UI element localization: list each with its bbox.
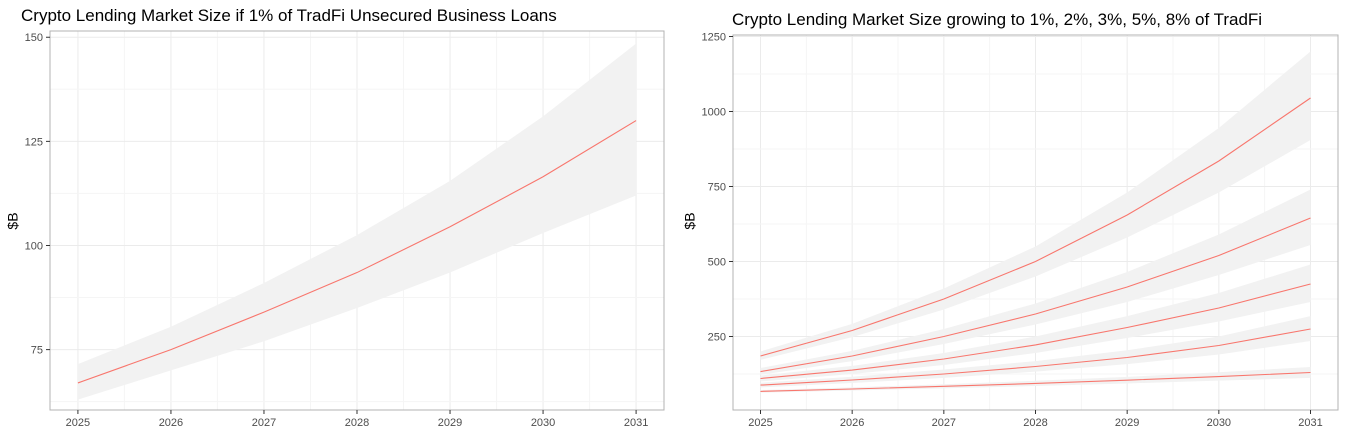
confidence-band xyxy=(760,316,1311,388)
x-tick-label: 2029 xyxy=(438,417,462,429)
confidence-band xyxy=(760,264,1311,382)
series-line xyxy=(760,371,1311,392)
series-line xyxy=(77,120,637,384)
y-tick-label: 750 xyxy=(708,182,726,194)
y-tick-label: 75 xyxy=(31,345,43,357)
y-tick-label: 100 xyxy=(25,240,43,252)
x-tick-label: 2027 xyxy=(252,417,276,429)
x-tick-label: 2026 xyxy=(840,417,864,429)
y-tick-label: 1250 xyxy=(702,32,726,44)
chart-right-plot: 2025 2026 2027 2028 2029 2030 2031 250 500 750 100… xyxy=(702,32,1339,429)
confidence-band xyxy=(77,43,637,400)
confidence-band xyxy=(760,366,1311,393)
series-line xyxy=(760,97,1311,357)
x-tick-label: 2030 xyxy=(1207,417,1231,429)
chart-title: Crypto Lending Market Size growing to 1%… xyxy=(732,10,1263,29)
x-tick-label: 2028 xyxy=(345,417,369,429)
x-tick-label: 2031 xyxy=(624,417,648,429)
y-tick-label: 1000 xyxy=(702,107,726,119)
series-line xyxy=(760,283,1311,380)
chart-right: Crypto Lending Market Size growing to 1%… xyxy=(677,0,1354,447)
chart-left-plot: 2025 2026 2027 2028 2029 2030 2031 75 100 125 150 xyxy=(25,30,665,429)
chart-title: Crypto Lending Market Size if 1% of Trad… xyxy=(21,6,557,25)
y-tick-label: 125 xyxy=(25,136,43,148)
y-tick-label: 150 xyxy=(25,32,43,44)
y-tick-label: 250 xyxy=(708,332,726,344)
x-tick-label: 2026 xyxy=(159,417,183,429)
x-tick-label: 2031 xyxy=(1298,417,1322,429)
chart-left: Crypto Lending Market Size if 1% of Trad… xyxy=(5,6,665,429)
x-tick-label: 2028 xyxy=(1023,417,1047,429)
series-line xyxy=(760,328,1311,386)
x-tick-label: 2027 xyxy=(932,417,956,429)
series-line xyxy=(760,217,1311,373)
x-tick-label: 2029 xyxy=(1115,417,1139,429)
x-tick-label: 2030 xyxy=(531,417,555,429)
x-tick-label: 2025 xyxy=(748,417,772,429)
x-tick-label: 2025 xyxy=(66,417,90,429)
y-tick-label: 500 xyxy=(708,257,726,269)
